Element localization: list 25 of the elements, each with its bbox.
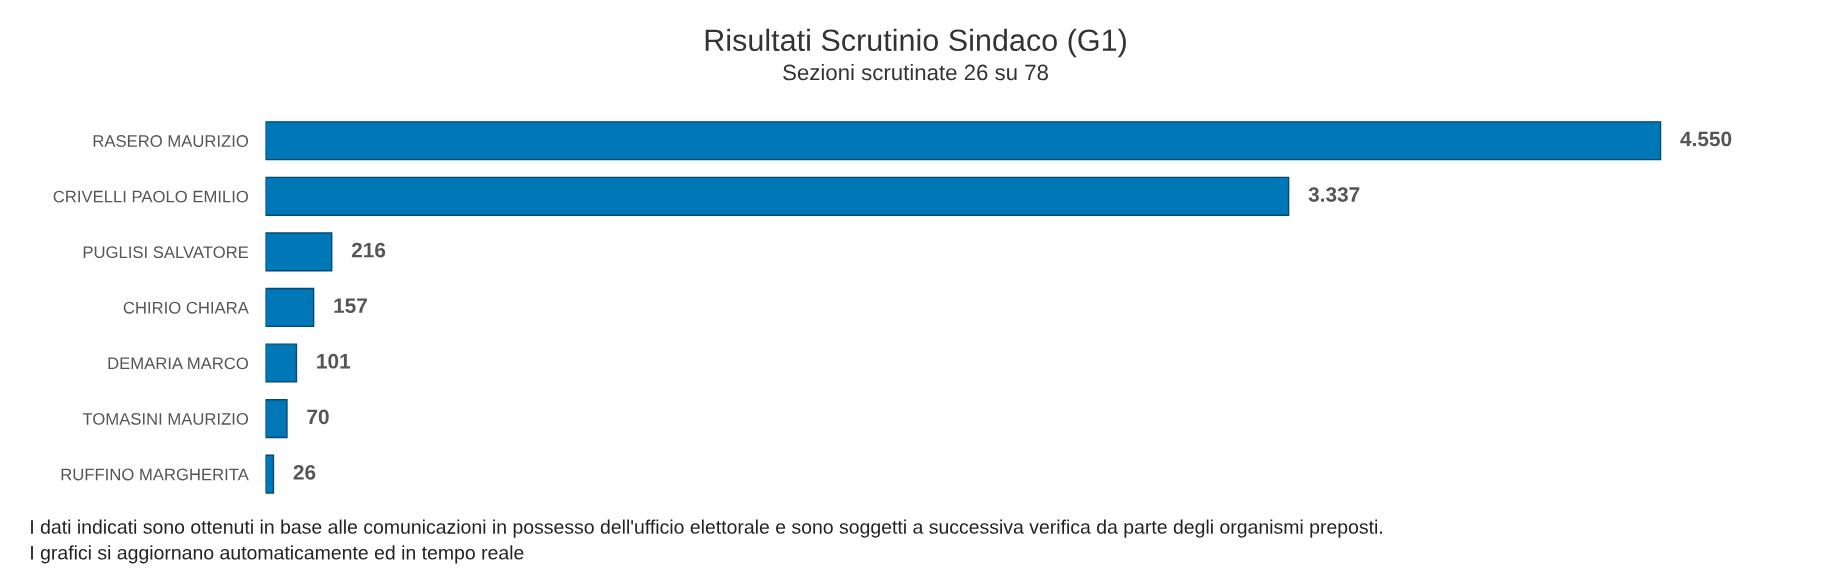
bar [265, 287, 315, 328]
bar [265, 232, 333, 272]
chart-title: Risultati Scrutinio Sindaco (G1) [705, 28, 1126, 58]
y-tick-label: RUFFINO MARGHERITA [61, 468, 249, 481]
data-label: 70 [307, 409, 329, 425]
bar [265, 399, 288, 439]
y-tick-label: TOMASINI MAURIZIO [82, 413, 249, 425]
y-tick-label: RASERO MAURIZIO [93, 135, 249, 147]
data-label: 216 [351, 242, 386, 258]
bar [265, 121, 1662, 161]
y-tick-label: CRIVELLI PAOLO EMILIO [53, 190, 249, 203]
data-label: 26 [293, 465, 316, 480]
text: I dati indicati sono ottenuti in base alle comunicazioni in possesso dell'ufficio elettorale e sono soggetti a successiva verifica da parte degli organismi preposti. [31, 519, 1382, 538]
text: I grafici si aggiornano automaticamente ed in tempo reale [31, 545, 524, 564]
data-label: 101 [317, 353, 351, 369]
data-label: 157 [334, 298, 367, 314]
bar [265, 176, 1290, 216]
data-label: 4.550 [1680, 131, 1732, 147]
y-tick-label: PUGLISI SALVATORE [83, 246, 249, 259]
bar [265, 454, 275, 494]
data-label: 3.337 [1308, 187, 1360, 202]
chart-subtitle: Sezioni scrutinate 26 su 78 [783, 64, 1048, 81]
bar [265, 343, 298, 383]
y-tick-label: DEMARIA MARCO [108, 357, 249, 370]
y-tick-label: CHIRIO CHIARA [123, 301, 249, 314]
